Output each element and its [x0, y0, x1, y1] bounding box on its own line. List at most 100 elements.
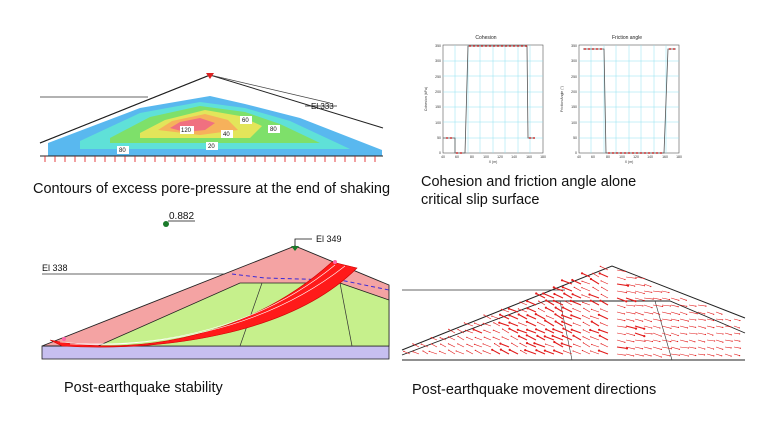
movement-arrow — [616, 290, 627, 293]
movement-arrow — [724, 325, 731, 328]
movement-arrow — [429, 351, 438, 355]
movement-arrow-head — [463, 322, 465, 324]
movement-arrow — [491, 315, 501, 320]
movement-arrow — [688, 339, 695, 343]
movement-arrow — [634, 290, 645, 294]
movement-arrow — [590, 315, 600, 320]
movement-arrow-head — [561, 286, 564, 289]
movement-arrow — [554, 293, 564, 299]
contour-label-20: 20 — [208, 144, 215, 150]
movement-arrow — [591, 309, 600, 313]
movement-arrow — [634, 304, 643, 307]
movement-arrow — [643, 339, 653, 342]
movement-arrow-head — [633, 305, 636, 307]
movement-arrow — [572, 293, 582, 299]
movement-arrow — [643, 297, 654, 300]
movement-arrow — [501, 309, 510, 313]
movement-arrow-head — [634, 292, 637, 294]
movement-arrow — [733, 325, 740, 329]
movement-arrow — [545, 343, 555, 348]
movement-arrow-head — [704, 313, 706, 315]
movement-arrow — [715, 311, 723, 315]
movement-arrow-head — [642, 355, 644, 357]
movement-arrow-head — [498, 321, 501, 324]
movement-arrow-head — [588, 293, 591, 296]
movement-arrow — [715, 318, 723, 321]
movement-arrow-head — [403, 350, 405, 352]
movement-arrow-head — [499, 348, 502, 351]
movement-arrow-head — [582, 315, 584, 317]
movement-arrow-head — [474, 349, 476, 351]
movement-arrow — [499, 322, 510, 327]
movement-arrow — [600, 308, 609, 313]
movement-arrow-head — [561, 314, 564, 317]
movement-arrow-head — [650, 348, 652, 350]
movement-arrow-head — [560, 342, 563, 345]
cohesion-y-axis-label: Cohesion (kPa) — [424, 87, 428, 111]
movement-arrow-head — [677, 340, 679, 343]
foundation-layer — [41, 345, 390, 360]
movement-arrow — [688, 325, 696, 328]
movement-arrow — [546, 315, 555, 320]
movement-arrow — [616, 353, 626, 356]
friction-x-ticks: 40 60 80 100 120 140 160 180 — [577, 155, 682, 159]
caption-stability: Post-earthquake stability — [64, 380, 224, 396]
svg-text:300: 300 — [435, 59, 441, 63]
movement-arrow-head — [448, 349, 450, 351]
movement-arrow — [670, 297, 679, 301]
movement-arrow — [448, 329, 456, 334]
movement-arrow-head — [677, 326, 680, 328]
movement-arrow — [518, 308, 528, 313]
movement-arrow-head — [493, 322, 495, 324]
movement-arrow-head — [464, 329, 467, 331]
cohesion-title: Cohesion — [475, 35, 496, 41]
movement-arrow-head — [712, 348, 715, 350]
movement-arrow-head — [634, 285, 636, 287]
movement-arrow-head — [650, 285, 652, 288]
movement-arrow-head — [518, 322, 520, 324]
movement-arrow-head — [543, 335, 546, 338]
movement-arrow — [412, 351, 420, 355]
movement-arrow-head — [581, 294, 583, 296]
movement-arrow — [526, 334, 537, 341]
movement-arrow-head — [582, 301, 584, 303]
movement-arrow-head — [440, 343, 442, 345]
movement-arrow — [625, 353, 634, 357]
movement-arrow — [661, 346, 672, 349]
movement-arrow — [553, 286, 564, 292]
movement-arrow-head — [537, 307, 540, 310]
movement-arrow — [500, 349, 510, 355]
movement-arrow-head — [483, 336, 485, 338]
movement-arrow-head — [542, 292, 545, 295]
movement-arrow-head — [525, 320, 529, 323]
movement-arrow — [582, 315, 591, 320]
phreatic-line — [231, 273, 390, 291]
movement-arrow-head — [573, 343, 575, 345]
movement-arrow — [403, 351, 411, 355]
movement-arrow-head — [482, 322, 484, 324]
movement-arrow — [616, 332, 626, 335]
movement-arrow-head — [553, 292, 556, 296]
movement-arrow-head — [687, 320, 689, 322]
movement-arrow-head — [669, 334, 672, 337]
movement-arrow-head — [583, 307, 585, 309]
movement-arrow-head — [660, 356, 662, 358]
movement-arrow-head — [669, 313, 672, 315]
movement-arrow-head — [677, 320, 680, 322]
svg-text:150: 150 — [435, 105, 441, 109]
movement-arrow-head — [590, 320, 593, 323]
movement-arrow — [661, 353, 670, 357]
movement-arrow — [688, 318, 696, 321]
movement-arrow — [483, 329, 492, 334]
movement-arrow-head — [525, 342, 529, 345]
movement-arrow — [592, 287, 600, 292]
movement-arrow-head — [670, 319, 672, 321]
movement-arrow — [661, 304, 671, 307]
movement-arrow — [570, 300, 582, 306]
svg-text:250: 250 — [435, 75, 441, 79]
movement-arrow — [473, 328, 483, 334]
movement-arrow — [599, 272, 609, 278]
movement-arrow — [643, 283, 651, 287]
movement-arrow — [600, 322, 609, 327]
movement-arrow-head — [545, 315, 548, 317]
